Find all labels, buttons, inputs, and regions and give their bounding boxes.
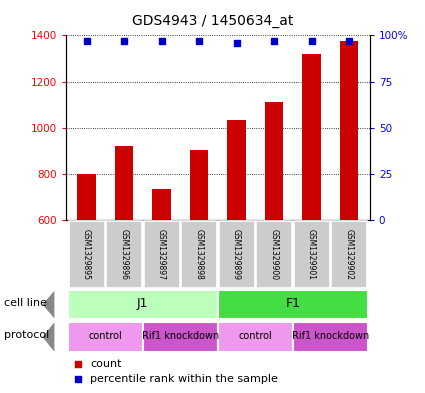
Point (83, 38, 90, 44)
Text: cell line: cell line (4, 298, 47, 308)
Text: GSM1329900: GSM1329900 (269, 229, 278, 280)
Text: GSM1329897: GSM1329897 (157, 229, 166, 280)
Bar (143, 322, 218, 352)
Text: control: control (238, 331, 272, 342)
Text: GSM1329902: GSM1329902 (345, 229, 354, 280)
Bar (218, 322, 293, 352)
Bar (190, 150, 208, 220)
Bar (68, 290, 218, 319)
Bar (265, 102, 283, 220)
Bar (106, 222, 142, 288)
Bar (294, 222, 330, 288)
Text: GSM1329895: GSM1329895 (82, 229, 91, 280)
Bar (218, 290, 368, 319)
Bar (115, 146, 133, 220)
Point (346, 38, 352, 44)
Point (271, 38, 278, 44)
Bar (144, 222, 179, 288)
Text: Rif1 knockdown: Rif1 knockdown (292, 331, 369, 342)
Text: GDS4943 / 1450634_at: GDS4943 / 1450634_at (132, 14, 293, 28)
Bar (331, 222, 367, 288)
Text: Rif1 knockdown: Rif1 knockdown (142, 331, 219, 342)
Point (75, 360, 82, 367)
Bar (68, 322, 143, 352)
Point (233, 40, 240, 46)
Point (75, 376, 82, 382)
Polygon shape (42, 291, 54, 318)
Bar (302, 54, 321, 220)
Bar (152, 189, 171, 220)
Text: GSM1329896: GSM1329896 (119, 229, 128, 280)
Text: protocol: protocol (4, 330, 49, 340)
Point (158, 38, 165, 44)
Text: GSM1329901: GSM1329901 (307, 229, 316, 280)
Bar (181, 222, 217, 288)
Bar (68, 222, 105, 288)
Text: J1: J1 (137, 298, 148, 310)
Point (196, 38, 202, 44)
Bar (227, 119, 246, 220)
Text: percentile rank within the sample: percentile rank within the sample (90, 374, 278, 384)
Point (308, 38, 315, 44)
Bar (77, 174, 96, 220)
Bar (340, 41, 359, 220)
Point (121, 38, 128, 44)
Text: F1: F1 (285, 298, 300, 310)
Bar (218, 222, 255, 288)
Bar (293, 322, 368, 352)
Bar (256, 222, 292, 288)
Polygon shape (42, 322, 54, 352)
Text: GSM1329899: GSM1329899 (232, 229, 241, 280)
Text: GSM1329898: GSM1329898 (195, 229, 204, 280)
Text: count: count (90, 358, 122, 369)
Text: control: control (88, 331, 122, 342)
